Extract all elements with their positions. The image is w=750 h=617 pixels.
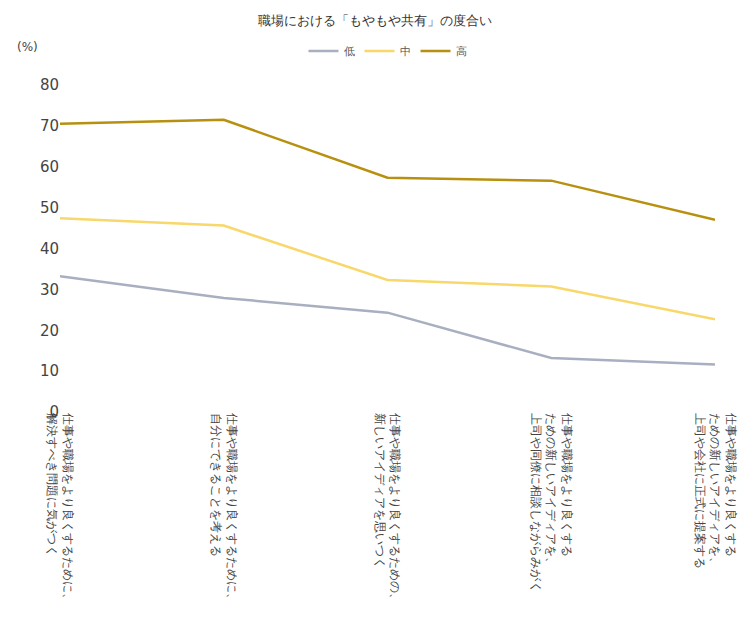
svg-text:10: 10 (40, 362, 59, 380)
svg-text:70: 70 (40, 117, 59, 135)
svg-text:0: 0 (49, 403, 59, 421)
svg-text:仕事や職場をより良くするための新しいアイディアを、上司や会社: 仕事や職場をより良くするための新しいアイディアを、上司や会社に正式に提案する (692, 412, 737, 569)
svg-text:40: 40 (40, 240, 59, 258)
svg-text:(%): (%) (17, 40, 38, 54)
svg-text:50: 50 (40, 199, 59, 217)
svg-text:職場における「もやもや共有」の度合い: 職場における「もやもや共有」の度合い (258, 13, 492, 28)
svg-text:中: 中 (400, 45, 411, 58)
svg-text:60: 60 (40, 158, 59, 176)
svg-text:20: 20 (40, 322, 59, 340)
svg-text:80: 80 (40, 76, 59, 94)
svg-text:仕事や職場をより良くするための新しいアイディアを、上司や同僚: 仕事や職場をより良くするための新しいアイディアを、上司や同僚に相談しながらみがく (529, 412, 574, 593)
svg-text:30: 30 (40, 281, 59, 299)
svg-text:仕事や職場をより良くするために、自分にできることを考える: 仕事や職場をより良くするために、自分にできることを考える (209, 412, 239, 605)
svg-text:仕事や職場をより良くするための、新しいアイディアを思いつく: 仕事や職場をより良くするための、新しいアイディアを思いつく (373, 412, 403, 605)
svg-text:低: 低 (344, 45, 355, 58)
svg-text:高: 高 (456, 45, 467, 58)
svg-text:仕事や職場をより良くするために、解決すべき問題に気がつく: 仕事や職場をより良くするために、解決すべき問題に気がつく (45, 412, 75, 605)
